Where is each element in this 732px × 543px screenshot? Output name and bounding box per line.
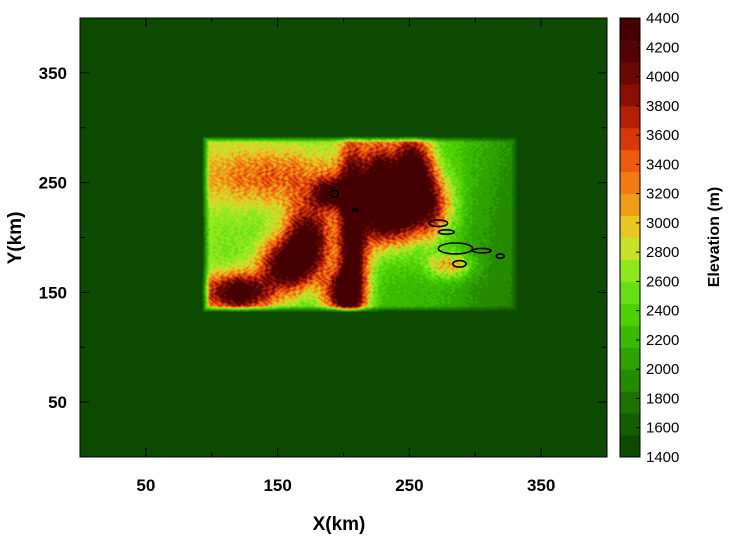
colorbar-label-1600: 1600 [646,420,679,437]
colorbar-label-4200: 4200 [646,39,679,56]
colorbar-swatch-2 [620,391,640,414]
elevation-heatmap [80,18,607,457]
lake-contour-4 [437,229,455,236]
colorbar-label-4400: 4400 [646,10,679,27]
colorbar-swatch-12 [620,171,640,195]
colorbar-swatch-4 [620,347,640,370]
colorbar-label-2400: 2400 [646,303,679,320]
colorbar-title: Elevation (m) [706,187,723,287]
lake-contour-0 [329,189,340,198]
colorbar-swatch-10 [620,215,640,238]
colorbar-label-3800: 3800 [646,98,679,115]
colorbar-frame [619,17,641,458]
colorbar-label-3200: 3200 [646,186,679,203]
colorbar-swatch-13 [620,149,640,173]
colorbar-swatch-6 [620,303,640,326]
colorbar-label-3400: 3400 [646,156,679,173]
lake-contour-5 [471,247,492,254]
colorbar-swatch-18 [620,39,640,63]
colorbar-label-1800: 1800 [646,390,679,407]
colorbar-swatch-5 [620,325,640,348]
colorbar-swatch-19 [620,18,640,41]
colorbar-label-2600: 2600 [646,273,679,290]
colorbar-swatch-14 [620,127,640,151]
colorbar-swatch-0 [620,435,640,458]
colorbar-swatch-15 [620,105,640,129]
colorbar-swatch-3 [620,369,640,392]
x-tick-label-350: 350 [527,476,555,495]
lake-contour-1 [351,208,359,212]
colorbar-label-1400: 1400 [646,449,679,466]
colorbar-tick-labels: 1400 1600 1800 2000 2200 2400 2600 2800 3000 3200… [636,10,679,466]
y-tick-label-50: 50 [48,393,67,412]
y-tick-label-150: 150 [39,283,67,302]
lake-contour-3 [437,242,474,255]
colorbar-label-3600: 3600 [646,127,679,144]
colorbar-swatch-9 [620,237,640,260]
x-tick-label-250: 250 [395,476,423,495]
colorbar-label-3000: 3000 [646,215,679,232]
colorbar-swatches [620,18,640,458]
lake-contour-6 [495,253,506,260]
x-tick-label-150: 150 [263,476,291,495]
y-axis-title: Y(km) [5,212,26,265]
colorbar-swatch-17 [620,61,640,85]
lake-contour-7 [452,259,467,268]
colorbar-label-2000: 2000 [646,361,679,378]
colorbar-swatch-1 [620,413,640,436]
colorbar-label-2200: 2200 [646,332,679,349]
colorbar-swatch-8 [620,259,640,282]
lake-contour-2 [428,219,449,228]
colorbar-swatch-16 [620,83,640,107]
x-tick-label-50: 50 [136,476,155,495]
y-tick-label-350: 350 [39,64,67,83]
y-tick-label-250: 250 [39,174,67,193]
colorbar-swatch-7 [620,281,640,304]
axis-tick-labels: 50 150 250 350 50 150 250 350 [39,64,556,495]
colorbar-label-2800: 2800 [646,244,679,261]
contour-layer [329,189,506,268]
axis-ticks [80,18,607,457]
colorbar-swatch-11 [620,193,640,217]
colorbar-label-4000: 4000 [646,69,679,86]
x-axis-title: X(km) [313,514,366,535]
colorbar: 1400 1600 1800 2000 2200 2400 2600 2800 3000 3200… [619,10,723,466]
plot-area [79,17,608,458]
